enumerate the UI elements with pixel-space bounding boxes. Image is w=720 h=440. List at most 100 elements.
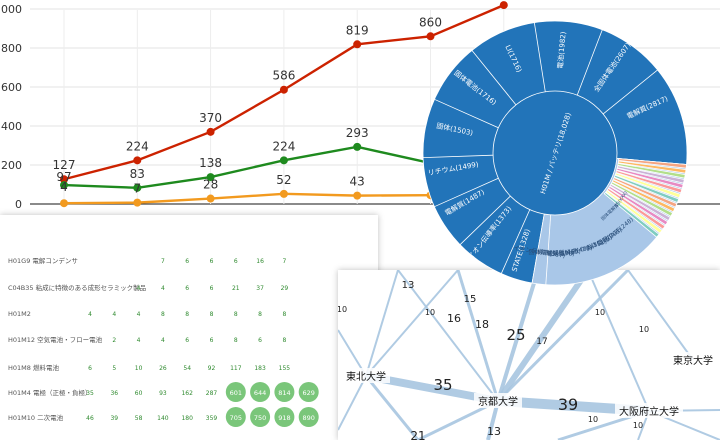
cell-value: 26 (159, 365, 167, 372)
bubble-matrix-chart: H01G9 電解コンデンサ C04B35 粘成に特徴のある成形セラミック製品 H01… (0, 215, 378, 440)
edge-label: 10 (633, 421, 643, 430)
bubble (225, 407, 246, 427)
segment-label: 電池(1982) (555, 31, 567, 69)
cell-value: 8 (234, 337, 238, 344)
cell-value: 8 (161, 311, 165, 318)
cell-value: 4 (137, 337, 141, 344)
data-point (206, 127, 215, 136)
node-label: 東北大学 (346, 370, 386, 383)
data-point (499, 1, 508, 10)
segment-divider (434, 177, 499, 208)
cell-value: 7 (282, 258, 286, 265)
data-point (279, 85, 288, 94)
segment-divider (471, 50, 517, 106)
edge-label: 39 (558, 395, 578, 414)
edge-label: 16 (447, 312, 461, 325)
sliver-segment (618, 158, 687, 169)
cell-value: 6 (210, 337, 214, 344)
cell-value: 16 (256, 258, 264, 265)
bubble (250, 407, 271, 427)
sliver-segment (617, 160, 687, 174)
sliver-segment (616, 165, 685, 184)
row-label: H01M10 二次電池 (8, 413, 64, 422)
node-label: 大阪府立大学 (619, 405, 679, 418)
edge-label: 10 (595, 308, 605, 317)
data-point (133, 183, 142, 192)
sliver-segment (608, 185, 669, 226)
bubble-label: 814 (278, 389, 290, 397)
cell-value: 359 (206, 415, 218, 422)
segment-divider (500, 209, 531, 274)
data-point (206, 173, 215, 182)
row-label: H01M12 空気電池・フロー電池 (8, 335, 103, 344)
network-edge (365, 270, 459, 377)
data-label: 224 (126, 139, 149, 153)
data-label: 860 (419, 15, 442, 29)
node-label: 東京大学 (673, 354, 713, 367)
edge-label: 13 (487, 425, 501, 438)
data-point (279, 156, 288, 165)
cell-value: 8 (234, 311, 238, 318)
cell-value: 54 (183, 365, 191, 372)
data-label: 28 (203, 178, 218, 192)
data-label: 83 (130, 167, 145, 181)
cell-value: 140 (157, 415, 169, 422)
cell-value: 4 (161, 337, 165, 344)
cell-value: 287 (206, 390, 218, 397)
cell-value: 35 (86, 390, 94, 397)
sunburst-chart: 電池(1982) 全固体電池(2607)電解質(2817)LI(1716)固体電池… (422, 20, 688, 286)
segment-divider (459, 195, 511, 245)
segment-divider (602, 69, 658, 115)
sunburst-chart-panel: 電池(1982) 全固体電池(2607) 電解質(2817) LI(1716) 固体電池… (415, 18, 720, 303)
data-point (60, 175, 68, 184)
data-label: 293 (346, 126, 369, 140)
network-edge (627, 270, 694, 361)
cell-value: 36 (110, 390, 118, 397)
cell-value: 183 (254, 365, 266, 372)
cell-value: 155 (279, 365, 291, 372)
cell-value: 6 (210, 285, 214, 292)
data-point (133, 198, 142, 207)
cell-value: 4 (137, 285, 141, 292)
bubble (274, 407, 295, 427)
cell-value: 8 (282, 337, 286, 344)
edge-label: 18 (475, 318, 489, 331)
edge-label: 21 (410, 429, 425, 440)
edge-label: 15 (464, 294, 477, 305)
bubble-label: 750 (254, 414, 266, 422)
sliver-segment (609, 183, 671, 222)
cell-value: 6 (185, 258, 189, 265)
cell-value: 4 (88, 311, 92, 318)
bubble-matrix-panel: H01G9 電解コンデンサ C04B35 粘成に特徴のある成形セラミック製品 H01… (0, 215, 378, 440)
sliver-segment (616, 167, 684, 189)
cell-value: 4 (112, 311, 116, 318)
data-label: 138 (199, 156, 222, 170)
node-label: 京都大学 (478, 395, 518, 408)
cell-value: 8 (210, 311, 214, 318)
network-graph-panel: 13 15 16 18 25 17 10 10 10 10 35 39 21 13 10 10 東北大学 京都大学… (338, 270, 720, 440)
row-label: H01M4 電極（正極・負極） (8, 388, 91, 397)
bubble (225, 382, 246, 402)
y-tick-label: 0 (15, 198, 22, 211)
cell-value: 6 (88, 365, 92, 372)
edge-label: 35 (433, 376, 452, 394)
sub-segment-label: 電解質(465) (546, 247, 581, 258)
y-tick-label: 600 (1, 81, 22, 94)
cell-value: 180 (181, 415, 193, 422)
network-edge (496, 270, 540, 402)
cell-value: 8 (185, 311, 189, 318)
data-label: 52 (276, 173, 291, 187)
node-background (669, 352, 717, 367)
data-label: 4 (60, 180, 68, 194)
cell-value: 6 (185, 285, 189, 292)
edge-label: 10 (338, 305, 347, 314)
node-background (342, 368, 390, 383)
bubble-label: 629 (302, 389, 314, 397)
bubble-label: 705 (230, 414, 242, 422)
edge-label: 10 (639, 325, 649, 334)
data-point (426, 32, 435, 41)
data-label: 370 (199, 111, 222, 125)
edge-label: 13 (402, 280, 415, 291)
cell-value: 39 (110, 415, 118, 422)
